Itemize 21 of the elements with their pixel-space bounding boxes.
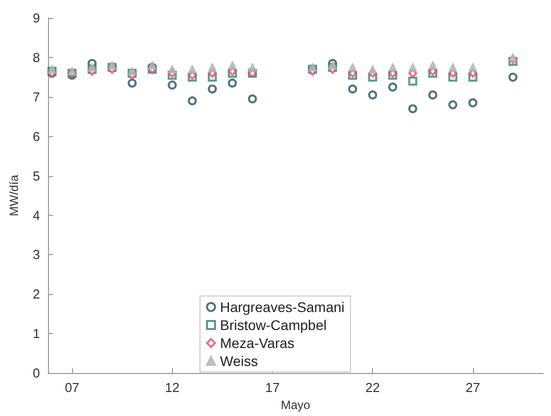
y-tick-label: 2 <box>32 286 40 302</box>
legend-label: Hargreaves-Samani <box>220 299 344 315</box>
x-tick-label: 12 <box>165 380 180 396</box>
y-tick-label: 8 <box>32 50 40 65</box>
legend-label: Weiss <box>220 353 258 369</box>
x-axis-title: Mayo <box>280 398 310 412</box>
y-axis-title: MW/día <box>7 174 21 216</box>
x-tick-label: 22 <box>365 380 380 396</box>
y-tick-label: 5 <box>32 168 40 184</box>
y-tick-label: 7 <box>32 89 40 104</box>
legend-label: Bristow-Campbel <box>220 317 327 333</box>
y-tick-label: 0 <box>32 366 40 381</box>
y-tick-label: 9 <box>32 10 40 26</box>
y-tick-label: 1 <box>32 326 40 342</box>
y-tick-label: 3 <box>32 247 40 262</box>
y-tick-label: 6 <box>32 128 40 144</box>
x-tick-label: 27 <box>466 380 480 396</box>
legend-label: Meza-Varas <box>220 335 294 351</box>
x-tick-label: 07 <box>64 380 80 396</box>
x-tick-label: 17 <box>265 380 280 396</box>
y-tick-label: 4 <box>32 208 40 223</box>
